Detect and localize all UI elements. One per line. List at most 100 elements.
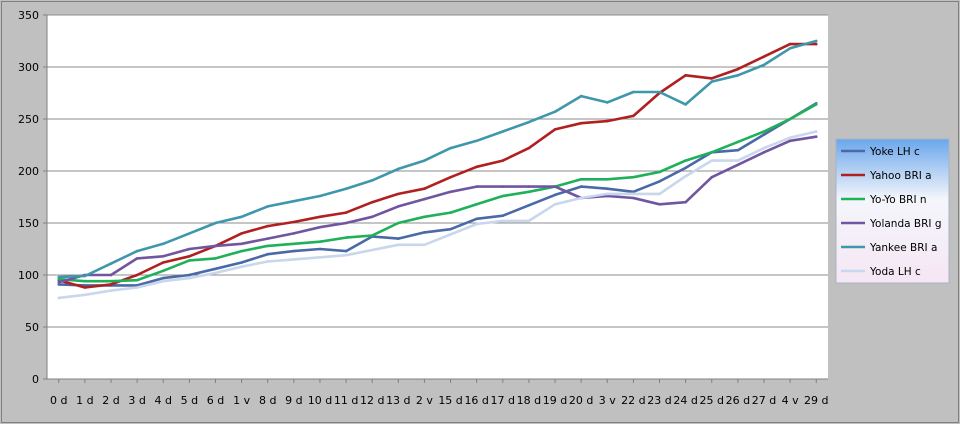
data-point [83, 274, 87, 278]
legend-item: Yahoo BRI a [841, 170, 932, 182]
data-point [397, 205, 400, 208]
data-point [397, 221, 400, 225]
data-point [553, 193, 557, 197]
data-point [240, 215, 243, 219]
x-tick-label: 15 d [438, 394, 462, 407]
data-point [214, 221, 217, 225]
data-point [475, 185, 479, 188]
data-point [240, 261, 243, 264]
data-point [475, 222, 479, 226]
legend-item: Yoda LH c [841, 266, 921, 278]
legend-label: Yoke LH c [869, 146, 920, 158]
y-tick-label: 250 [18, 113, 39, 126]
series-0 [57, 102, 818, 287]
data-point [161, 242, 165, 246]
data-point [736, 67, 740, 71]
data-point [318, 255, 322, 259]
data-point [318, 225, 322, 229]
legend-label: Yankee BRI a [869, 242, 937, 254]
legend-label: Yo-Yo BRI n [869, 194, 927, 206]
series-line [57, 39, 818, 279]
data-point [814, 135, 818, 138]
x-tick-label: 9 d [285, 394, 302, 407]
data-point [658, 180, 661, 183]
data-point [292, 249, 296, 253]
data-point [553, 128, 557, 131]
series-lines [57, 39, 818, 300]
data-point [240, 249, 243, 253]
x-tick-label: 3 d [128, 394, 145, 407]
data-point [135, 278, 139, 282]
data-point [684, 166, 687, 170]
data-point [318, 194, 322, 198]
data-point [449, 233, 452, 236]
data-point [449, 190, 452, 194]
data-point [135, 286, 139, 289]
data-point [292, 258, 296, 261]
data-point [109, 289, 113, 292]
data-point [527, 204, 531, 207]
x-tick-label: 12 d [360, 394, 384, 407]
data-point [240, 265, 243, 269]
data-point [579, 178, 583, 181]
y-tick-label: 150 [18, 217, 39, 230]
data-point [762, 55, 766, 58]
data-point [501, 159, 505, 162]
data-point [527, 120, 531, 124]
data-point [684, 200, 687, 204]
series-line [57, 103, 818, 283]
legend-item: Yankee BRI a [841, 242, 937, 254]
data-point [188, 232, 191, 235]
data-point [710, 77, 714, 80]
x-tick-label: 20 d [569, 394, 593, 407]
data-point [814, 130, 818, 133]
data-point [423, 215, 426, 219]
data-point [161, 254, 165, 258]
data-point [606, 194, 609, 198]
x-tick-label: 19 d [543, 394, 567, 407]
legend-label: Yoda LH c [869, 266, 921, 278]
y-tick-label: 300 [18, 61, 39, 74]
data-point [527, 185, 531, 188]
data-point [135, 249, 139, 253]
data-point [344, 211, 348, 214]
x-tick-label: 17 d [491, 394, 515, 407]
data-point [527, 219, 531, 223]
data-point [423, 197, 426, 201]
series-4 [57, 39, 818, 279]
x-tick-label: 16 d [464, 394, 488, 407]
data-point [762, 130, 766, 133]
data-point [814, 39, 818, 43]
data-point [762, 151, 766, 154]
data-point [292, 220, 296, 224]
data-point [736, 163, 740, 167]
data-point [318, 240, 322, 243]
series-line [57, 130, 818, 300]
data-point [370, 200, 374, 204]
data-point [188, 259, 191, 262]
data-point [632, 90, 635, 94]
series-line [57, 135, 818, 284]
data-point [344, 253, 348, 257]
data-point [710, 151, 714, 154]
data-point [632, 192, 635, 196]
legend-label: Yolanda BRI g [869, 218, 942, 230]
data-point [344, 236, 348, 239]
data-point [475, 139, 479, 143]
data-point [684, 174, 687, 178]
y-axis: 0 50 100 150 200 250 300 350 [18, 9, 48, 386]
data-point [632, 175, 635, 179]
data-point [606, 119, 609, 123]
data-point [318, 215, 322, 219]
data-point [188, 273, 191, 277]
data-point [632, 196, 635, 200]
y-tick-label: 200 [18, 165, 39, 178]
data-point [606, 187, 609, 190]
y-tick-label: 0 [32, 373, 39, 386]
data-point [788, 117, 792, 121]
data-point [579, 196, 583, 200]
data-point [553, 110, 557, 113]
data-point [501, 130, 505, 133]
data-point [449, 211, 452, 214]
data-point [266, 205, 270, 208]
